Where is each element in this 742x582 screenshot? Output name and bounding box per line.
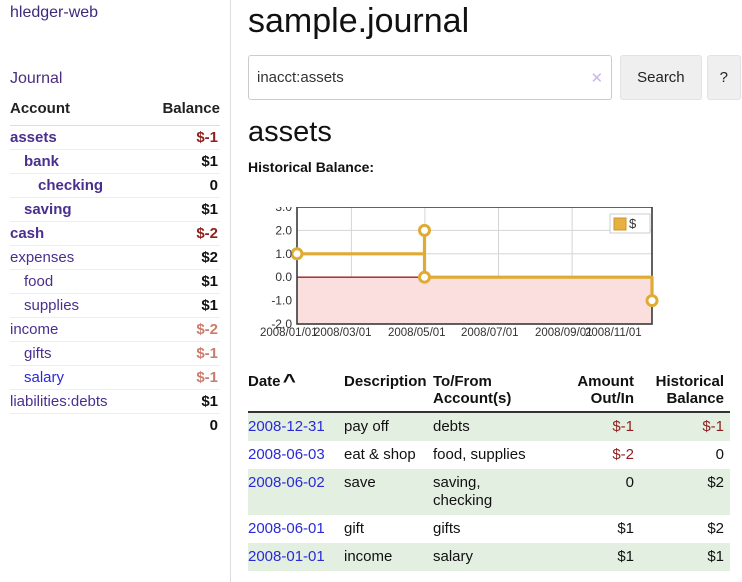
svg-text:2.0: 2.0 xyxy=(275,223,292,237)
svg-text:3.0: 3.0 xyxy=(275,207,292,214)
svg-text:2008/03/01: 2008/03/01 xyxy=(314,327,372,337)
svg-text:-1.0: -1.0 xyxy=(271,294,292,308)
svg-text:2008/05/01: 2008/05/01 xyxy=(388,327,446,337)
svg-text:0.0: 0.0 xyxy=(275,270,292,284)
svg-text:2008/11/01: 2008/11/01 xyxy=(585,327,642,337)
svg-text:2008/01/01: 2008/01/01 xyxy=(260,327,318,337)
svg-text:1.0: 1.0 xyxy=(275,247,292,261)
svg-text:$: $ xyxy=(629,216,637,231)
svg-text:2008/07/01: 2008/07/01 xyxy=(461,327,519,337)
svg-text:2008/09/01: 2008/09/01 xyxy=(535,327,593,337)
